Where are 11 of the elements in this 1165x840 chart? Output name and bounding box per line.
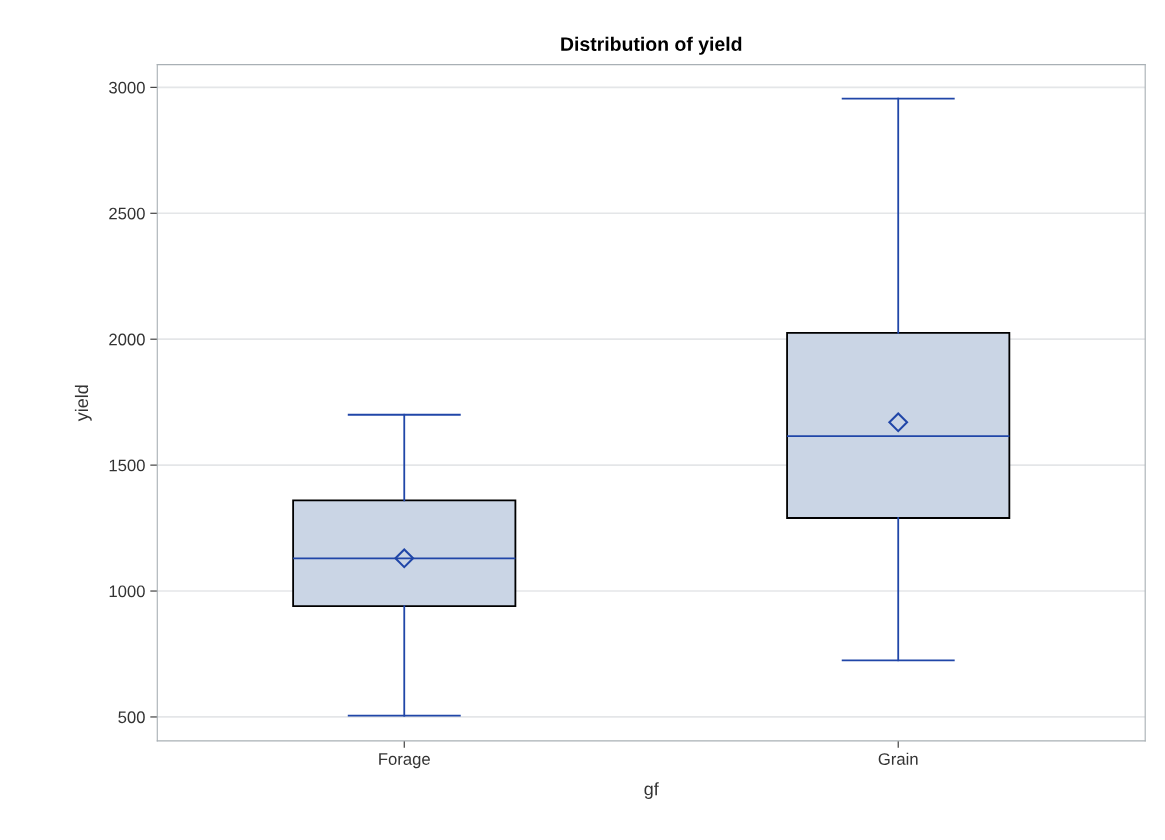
chart-title: Distribution of yield xyxy=(561,36,742,55)
y-tick-label: 2000 xyxy=(109,333,145,346)
x-axis-title: gf xyxy=(644,782,659,799)
x-tick-label: Forage xyxy=(379,753,430,769)
y-tick-label: 1500 xyxy=(109,459,145,472)
y-tick-label: 1000 xyxy=(109,585,145,598)
x-tick-label: Grain xyxy=(878,752,918,765)
y-tick-label: 2500 xyxy=(109,207,145,220)
y-axis-title: yield xyxy=(74,385,92,422)
y-tick-label: 3000 xyxy=(109,81,145,94)
y-tick-label: 500 xyxy=(118,711,145,724)
